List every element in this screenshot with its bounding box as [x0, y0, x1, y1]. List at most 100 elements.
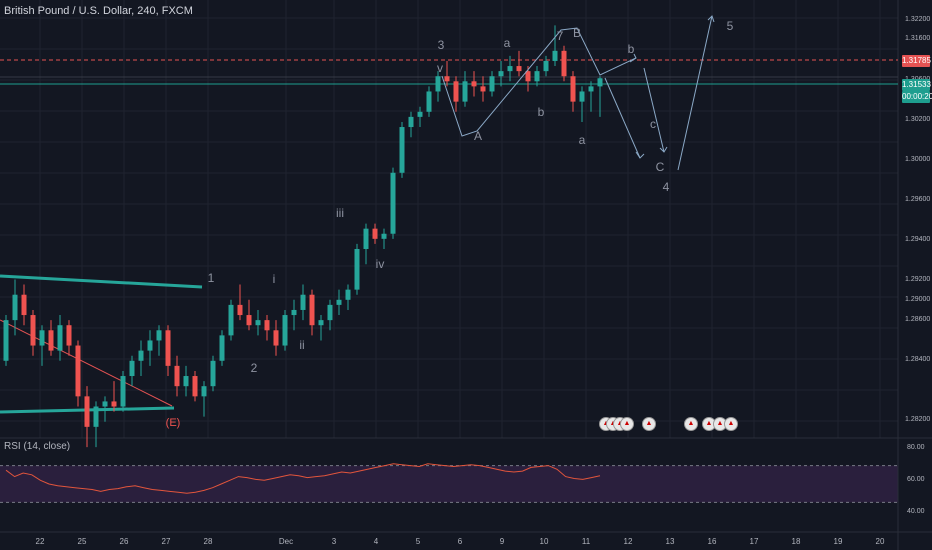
time-tick-label: 9 [500, 537, 505, 546]
candle-body [390, 172, 396, 234]
candle-body [282, 315, 288, 346]
wave-path-c [604, 77, 641, 159]
candle-body [57, 325, 63, 351]
candle-body [273, 330, 279, 346]
candle-body [111, 401, 117, 407]
countdown-tag: 00:00:20 [902, 91, 932, 103]
candle-body [516, 66, 522, 72]
price-tick-label: 1.29000 [905, 296, 930, 303]
candle-body [318, 320, 324, 326]
candle-body [48, 330, 54, 351]
candle-body [462, 81, 468, 102]
economic-event-icon[interactable]: ▲ [620, 417, 634, 431]
candle-body [93, 406, 99, 427]
time-tick-label: 10 [540, 537, 549, 546]
candle-body [543, 60, 549, 72]
wave-label: B [573, 26, 581, 40]
candle-body [237, 304, 243, 316]
price-tick-label: 1.29400 [905, 236, 930, 243]
candle-body [129, 360, 135, 377]
candle-body [102, 401, 108, 407]
candle-body [165, 330, 171, 366]
last-price-tag: 1.31533 [902, 79, 931, 91]
candle-body [75, 345, 81, 397]
time-tick-label: 12 [624, 537, 633, 546]
symbol-title: British Pound / U.S. Dollar, 240, FXCM [4, 5, 193, 17]
time-tick-label: 11 [582, 537, 591, 546]
wave-label: C [656, 160, 665, 174]
wave-label: 3 [438, 38, 445, 52]
candle-body [588, 86, 594, 92]
candle-body [156, 330, 162, 341]
candle-body [579, 91, 585, 102]
wave-label: b [628, 42, 635, 56]
candle-body [489, 76, 495, 92]
rsi-line [5, 463, 601, 494]
rsi-band [0, 465, 898, 503]
wave-label: v [437, 61, 443, 75]
arrow-head [629, 53, 637, 63]
candle-body [417, 111, 423, 117]
candle-body [507, 66, 513, 72]
candle-body [120, 376, 126, 407]
rsi-title: RSI (14, close) [4, 441, 71, 452]
time-tick-label: 27 [162, 537, 171, 546]
candle-body [138, 350, 144, 361]
wave-label: 1 [208, 271, 215, 285]
time-tick-label: 3 [332, 537, 337, 546]
time-tick-label: 6 [458, 537, 463, 546]
candle-body [309, 294, 315, 326]
resistance-price-tag: 1.31785 [902, 55, 931, 67]
price-tick-label: 1.32200 [905, 16, 930, 23]
candle-body [354, 248, 360, 290]
candle-body [408, 116, 414, 128]
candle-body [246, 315, 252, 326]
candle-body [255, 320, 261, 326]
economic-event-icon[interactable]: ▲ [684, 417, 698, 431]
time-tick-label: 4 [374, 537, 379, 546]
candle-body [219, 335, 225, 361]
candle-body [84, 396, 90, 427]
candle-body [444, 76, 450, 82]
economic-event-icon[interactable]: ▲ [642, 417, 656, 431]
candle-body [525, 71, 531, 82]
wave-label: a [579, 133, 586, 147]
candle-body [228, 304, 234, 336]
candle-body [561, 50, 567, 77]
time-tick-label: 17 [750, 537, 759, 546]
wave-label: 7 [557, 29, 564, 43]
candle-body [183, 376, 189, 387]
arrow-head [659, 146, 668, 153]
candle-body [201, 386, 207, 397]
price-tick-label: 1.30000 [905, 156, 930, 163]
wave-label: c [650, 117, 656, 131]
candle-body [381, 233, 387, 239]
time-tick-label: 5 [416, 537, 421, 546]
wave-label: b [538, 105, 545, 119]
wave-label: iv [376, 257, 385, 271]
time-tick-label: 19 [834, 537, 843, 546]
candle-body [30, 315, 36, 346]
price-tick-label: 1.30200 [905, 116, 930, 123]
candle-body [471, 81, 477, 87]
price-tick-label: 1.28600 [905, 316, 930, 323]
candle-body [147, 340, 153, 351]
price-tick-label: 1.28200 [905, 416, 930, 423]
candle-body [336, 299, 342, 305]
time-tick-label: 28 [204, 537, 213, 546]
candle-body [210, 360, 216, 387]
time-tick-label: 16 [708, 537, 717, 546]
candle-body [570, 76, 576, 102]
candle-body [192, 376, 198, 397]
candle-body [300, 294, 306, 310]
time-tick-label: 13 [666, 537, 675, 546]
candle-body [291, 309, 297, 316]
candle-body [399, 127, 405, 173]
rsi-level-label: 40.00 [907, 508, 925, 515]
economic-event-icon[interactable]: ▲ [724, 417, 738, 431]
time-tick-label: 18 [792, 537, 801, 546]
wave-label: A [474, 129, 482, 143]
wave-label: (E) [166, 417, 181, 429]
